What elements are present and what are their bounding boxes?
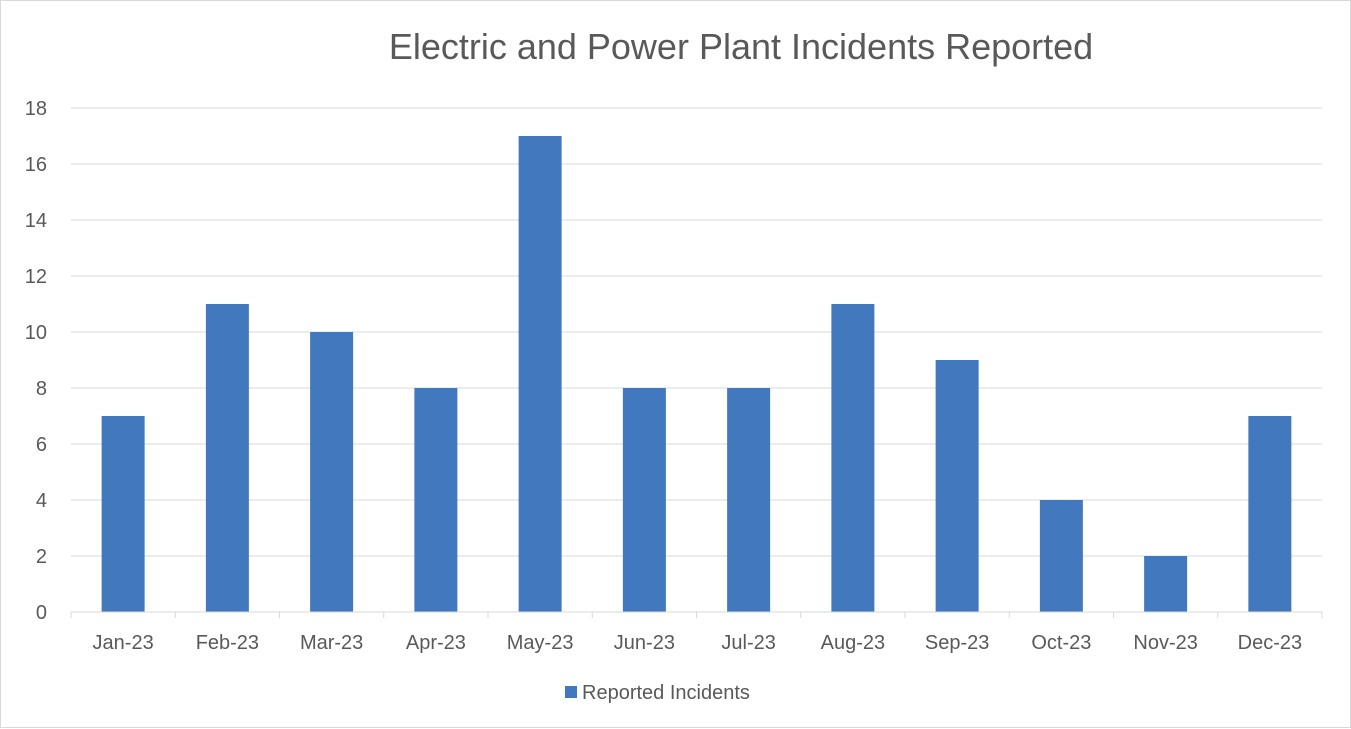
y-tick-label: 12 <box>25 266 47 288</box>
legend: Reported Incidents <box>565 682 750 704</box>
x-tick-label: Oct-23 <box>1031 632 1091 654</box>
y-tick-label: 4 <box>36 490 47 512</box>
x-tick-label: Sep-23 <box>925 632 990 654</box>
bar <box>518 136 562 612</box>
x-tick-label: Aug-23 <box>821 632 886 654</box>
x-tick-label: Jun-23 <box>614 632 675 654</box>
x-tick-label: Jan-23 <box>93 632 154 654</box>
bar <box>1039 500 1083 612</box>
y-tick-label: 18 <box>25 98 47 120</box>
gridlines <box>71 107 1322 557</box>
legend-swatch <box>565 686 577 698</box>
bar <box>205 304 249 612</box>
bar <box>310 332 354 612</box>
y-tick-label: 16 <box>25 154 47 176</box>
y-tick-label: 0 <box>36 602 47 624</box>
bar <box>622 388 666 612</box>
bar <box>1248 416 1292 612</box>
x-tick-label: Dec-23 <box>1238 632 1302 654</box>
x-tick-label: May-23 <box>507 632 574 654</box>
legend-label: Reported Incidents <box>582 682 750 704</box>
bar <box>1144 556 1188 612</box>
bar <box>935 360 979 612</box>
bar <box>831 304 875 612</box>
y-tick-label: 6 <box>36 434 47 456</box>
x-tick-label: Nov-23 <box>1133 632 1197 654</box>
bar <box>414 388 458 612</box>
y-axis-ticks: 0 2 4 6 8 10 12 14 16 18 <box>25 98 47 624</box>
bar <box>727 388 771 612</box>
x-tick-label: Jul-23 <box>721 632 775 654</box>
y-tick-label: 8 <box>36 378 47 400</box>
x-axis-ticks: Jan-23 Feb-23 Mar-23 Apr-23 May-23 Jun-23 Jul-… <box>70 612 1323 654</box>
x-tick-label: Feb-23 <box>196 632 259 654</box>
y-tick-label: 14 <box>25 210 47 232</box>
x-tick-label: Mar-23 <box>300 632 363 654</box>
chart-title: Electric and Power Plant Incidents Repor… <box>389 26 1093 67</box>
y-tick-label: 2 <box>36 546 47 568</box>
bars <box>101 136 1292 612</box>
bar <box>101 416 145 612</box>
x-tick-label: Apr-23 <box>406 632 466 654</box>
y-tick-label: 10 <box>25 322 47 344</box>
